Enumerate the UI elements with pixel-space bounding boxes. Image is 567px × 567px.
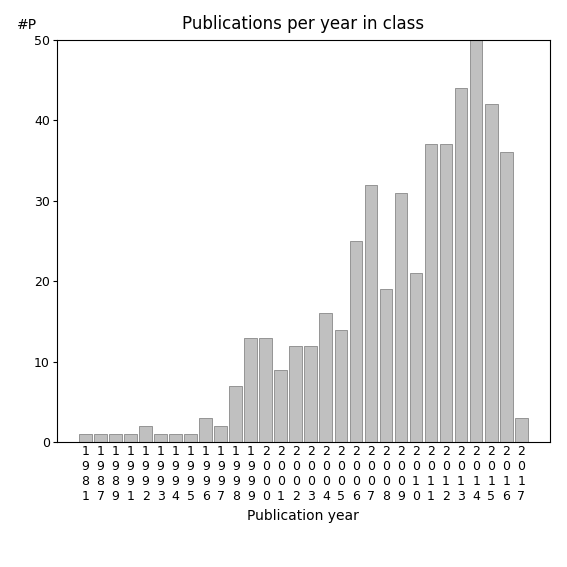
Bar	[409, 273, 422, 442]
Bar	[395, 193, 407, 442]
Bar	[365, 185, 377, 442]
Bar	[259, 337, 272, 442]
Bar	[200, 418, 212, 442]
Bar	[79, 434, 92, 442]
Bar	[289, 346, 302, 442]
Bar	[139, 426, 152, 442]
Bar	[349, 241, 362, 442]
Bar	[319, 314, 332, 442]
Bar	[335, 329, 348, 442]
Bar	[109, 434, 122, 442]
X-axis label: Publication year: Publication year	[247, 509, 359, 523]
Bar	[154, 434, 167, 442]
Bar	[469, 40, 483, 442]
Bar	[515, 418, 527, 442]
Bar	[304, 346, 318, 442]
Bar	[439, 145, 452, 442]
Bar	[455, 88, 467, 442]
Bar	[214, 426, 227, 442]
Bar	[379, 289, 392, 442]
Bar	[274, 370, 287, 442]
Title: Publications per year in class: Publications per year in class	[182, 15, 425, 32]
Bar	[230, 386, 242, 442]
Bar	[244, 337, 257, 442]
Bar	[170, 434, 182, 442]
Bar	[124, 434, 137, 442]
Bar	[425, 145, 437, 442]
Text: #P: #P	[17, 18, 37, 32]
Bar	[184, 434, 197, 442]
Bar	[94, 434, 107, 442]
Bar	[500, 153, 513, 442]
Bar	[485, 104, 497, 442]
